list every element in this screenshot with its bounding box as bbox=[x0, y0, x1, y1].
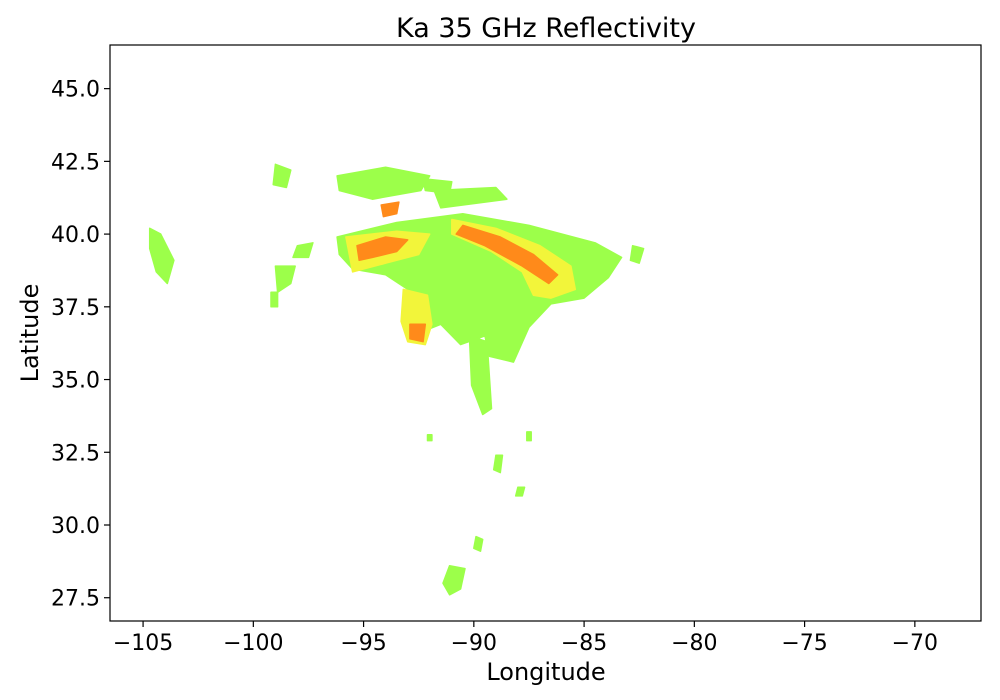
echo-region-north-1 bbox=[272, 163, 292, 189]
echo-region-north-4 bbox=[422, 178, 453, 195]
x-tick-label: −80 bbox=[671, 631, 717, 656]
echo-region-gulf-1 bbox=[442, 564, 466, 596]
echo-region-west-mid bbox=[274, 265, 296, 294]
echo-region-speck-3 bbox=[270, 291, 279, 308]
echo-region-north-3 bbox=[433, 186, 508, 209]
y-tick-label: 37.5 bbox=[51, 296, 100, 321]
x-axis: −105 −100 −95 −90 −85 −80 −75 −70 bbox=[113, 621, 938, 656]
y-tick-label: 42.5 bbox=[51, 150, 100, 175]
echo-layer bbox=[148, 163, 645, 596]
echo-region-arc-core bbox=[455, 224, 559, 285]
echo-region-speck-2 bbox=[526, 431, 532, 442]
echo-region-south-core bbox=[409, 323, 427, 343]
echo-region-far-west bbox=[148, 227, 175, 285]
y-tick-label: 45.0 bbox=[51, 78, 100, 103]
echo-region-gulf-4 bbox=[492, 454, 504, 474]
y-tick-label: 30.0 bbox=[51, 514, 100, 539]
plot-frame bbox=[109, 44, 982, 622]
y-tick-label: 32.5 bbox=[51, 441, 100, 466]
echo-region-tail-south bbox=[468, 335, 493, 416]
echo-region-north-core bbox=[380, 201, 400, 218]
y-axis: 27.5 30.0 32.5 35.0 37.5 40.0 42.5 45.0 bbox=[51, 78, 110, 612]
x-tick-label: −85 bbox=[561, 631, 607, 656]
x-axis-label: Longitude bbox=[486, 658, 605, 686]
echo-region-nw-scatter bbox=[292, 242, 314, 259]
x-tick-label: −90 bbox=[451, 631, 497, 656]
y-tick-label: 27.5 bbox=[51, 587, 100, 612]
y-tick-label: 40.0 bbox=[51, 223, 100, 248]
x-tick-label: −100 bbox=[223, 631, 283, 656]
x-tick-label: −105 bbox=[113, 631, 173, 656]
x-tick-label: −95 bbox=[340, 631, 386, 656]
chart-title: Ka 35 GHz Reflectivity bbox=[396, 13, 696, 44]
echo-region-speck-1 bbox=[426, 434, 433, 442]
echo-region-gulf-3 bbox=[514, 486, 526, 497]
echo-region-west-core bbox=[356, 236, 409, 262]
echo-region-east-edge bbox=[629, 244, 645, 264]
echo-region-gulf-2 bbox=[473, 535, 484, 552]
x-tick-label: −70 bbox=[892, 631, 938, 656]
echo-region-north-2 bbox=[336, 166, 431, 200]
y-axis-label: Latitude bbox=[16, 284, 44, 383]
x-tick-label: −75 bbox=[781, 631, 827, 656]
y-tick-label: 35.0 bbox=[51, 369, 100, 394]
